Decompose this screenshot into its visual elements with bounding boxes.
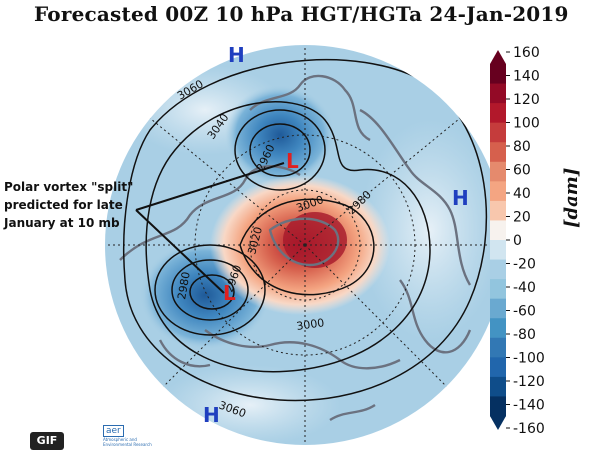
high-marker: H — [228, 43, 245, 67]
colorbar-tick-label: -40 — [513, 280, 536, 296]
colorbar-tick-label: -100 — [513, 351, 545, 367]
annotation-line: January at 10 mb — [4, 216, 120, 230]
colorbar-segment — [490, 298, 506, 319]
colorbar-unit: [dam] — [561, 167, 582, 228]
colorbar-tick-label: 100 — [513, 116, 540, 132]
colorbar-tick-label: 80 — [513, 139, 531, 155]
colorbar-segment — [490, 318, 506, 339]
annotation-line: predicted for late — [4, 198, 123, 212]
low-marker: L — [286, 149, 299, 173]
gif-badge: GIF — [30, 432, 64, 450]
colorbar-segment — [490, 279, 506, 300]
colorbar-segment — [490, 376, 506, 397]
colorbar-top-arrow — [490, 50, 506, 64]
colorbar-tick-label: -60 — [513, 304, 536, 320]
colorbar-tick-label: 160 — [513, 45, 540, 61]
high-marker: H — [452, 186, 469, 210]
colorbar-segment — [490, 83, 506, 104]
colorbar-tick-label: -80 — [513, 327, 536, 343]
annotation-line: Polar vortex "split" — [4, 180, 134, 194]
graticule — [105, 45, 505, 445]
colorbar-segment — [490, 240, 506, 261]
colorbar-segment — [490, 142, 506, 163]
colorbar-segment — [490, 103, 506, 124]
colorbar-segment — [490, 337, 506, 358]
colorbar-tick-label: 20 — [513, 210, 531, 226]
contour-label: 3000 — [296, 316, 326, 333]
colorbar-bottom-arrow — [490, 416, 506, 430]
annotation-text: Polar vortex "split" predicted for late … — [4, 178, 144, 232]
colorbar-tick-label: -140 — [513, 398, 545, 414]
colorbar-segment — [490, 161, 506, 182]
annotation-pointers — [135, 162, 285, 294]
colorbar-segment — [490, 64, 506, 85]
pressure-markers: H H H L L — [203, 43, 469, 427]
aer-logo: aer Atmospheric and Environmental Resear… — [103, 418, 153, 447]
colorbar-tick-label: 40 — [513, 186, 531, 202]
colorbar-tick-label: -120 — [513, 374, 545, 390]
logo-subtitle: Atmospheric and Environmental Research — [103, 437, 152, 447]
colorbar-segment — [490, 357, 506, 378]
colorbar: 160 140 120 100 80 60 40 20 0 -20 -40 -60 -80 -100 -12… — [490, 45, 545, 437]
low-marker: L — [223, 281, 236, 305]
coastlines — [119, 74, 472, 422]
height-contours — [122, 58, 488, 402]
high-marker: H — [203, 403, 220, 427]
logo-mark: aer — [103, 425, 124, 437]
colorbar-tick-label: 120 — [513, 92, 540, 108]
colorbar-tick-label: 140 — [513, 69, 540, 85]
colorbar-segment — [490, 181, 506, 202]
colorbar-segment — [490, 259, 506, 280]
colorbar-segment — [490, 122, 506, 143]
colorbar-tick-label: -20 — [513, 257, 536, 273]
colorbar-segment — [490, 396, 506, 417]
contour-label: 2980 — [175, 271, 193, 301]
colorbar-tick-label: 60 — [513, 163, 531, 179]
colorbar-segment — [490, 220, 506, 241]
colorbar-tick-label: -160 — [513, 421, 545, 437]
colorbar-tick-label: 0 — [513, 233, 522, 249]
colorbar-segment — [490, 200, 506, 221]
map-title: Forecasted 00Z 10 hPa HGT/HGTa 24-Jan-20… — [34, 2, 569, 26]
